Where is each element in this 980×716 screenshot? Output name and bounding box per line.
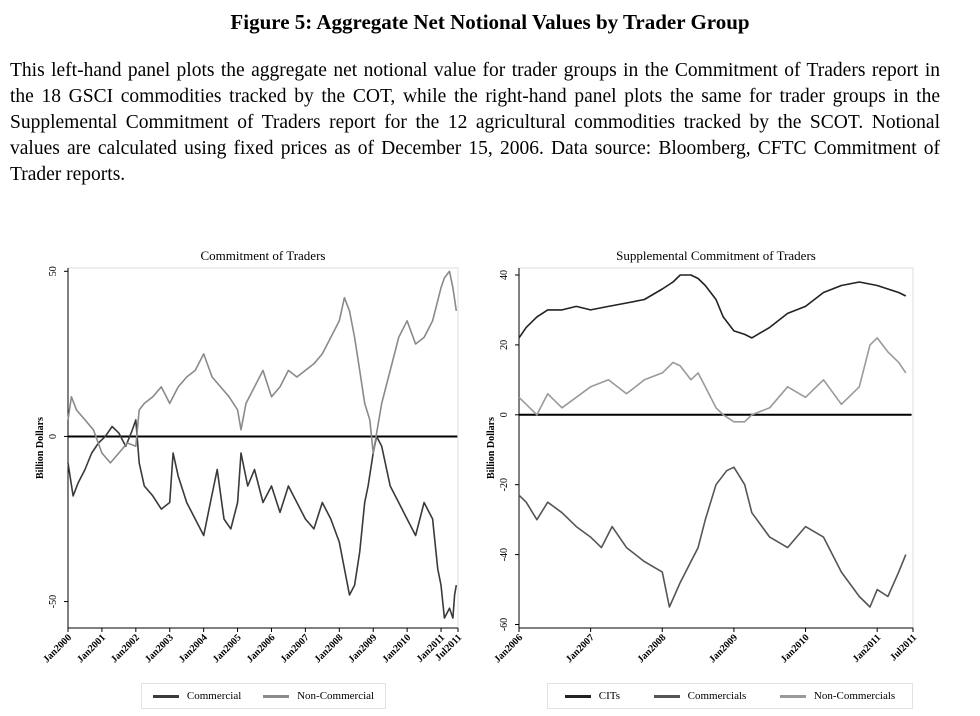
right-plot-frame — [518, 267, 914, 629]
left-x-tick-label: Jan2008 — [313, 632, 346, 665]
legend-label-non-commercial: Non-Commercial — [297, 690, 375, 702]
left-x-tick-label: Jan2002 — [109, 632, 142, 665]
right-y-tick-label: 0 — [499, 412, 510, 417]
right-y-axis-label: Billion Dollars — [486, 417, 497, 479]
left-x-tick-label: Jan2006 — [245, 632, 278, 665]
right-y-tick-label: 20 — [499, 340, 510, 350]
legend-item-non-commercials: Non-Commercials — [779, 690, 896, 702]
right-x-tick-label: Jul2011 — [888, 632, 919, 663]
left-y-tick-label: 0 — [48, 434, 59, 439]
legend-label-cits: CITs — [598, 690, 621, 702]
left-y-tick-label: 50 — [48, 266, 59, 276]
left-x-tick-label: Jan2004 — [177, 632, 210, 665]
legend-swatch-commercials — [653, 694, 680, 698]
left-x-tick-label: Jan2009 — [346, 632, 379, 665]
left-y-axis-label: Billion Dollars — [35, 417, 46, 479]
right-y-tick-label: -60 — [499, 618, 510, 631]
left-x-tick-label: Jan2000 — [41, 632, 74, 665]
right-legend: CITs Commercials Non-Commercials — [547, 683, 913, 709]
legend-swatch-commercial — [152, 694, 179, 698]
right-x-tick-label: Jan2007 — [564, 632, 597, 665]
legend-label-non-commercials: Non-Commercials — [813, 690, 896, 702]
left-x-tick-label: Jan2010 — [380, 632, 413, 665]
right-panel-title: Supplemental Commitment of Traders — [616, 248, 816, 263]
left-plot-frame — [67, 267, 459, 629]
left-legend: Commercial Non-Commercial — [141, 683, 386, 709]
figure-title: Figure 5: Aggregate Net Notional Values … — [230, 10, 750, 34]
right-x-tick-label: Jan2008 — [635, 632, 668, 665]
right-x-tick-label: Jan2010 — [779, 632, 812, 665]
right-y-tick-label: -40 — [499, 548, 510, 561]
right-y-tick-label: -20 — [499, 478, 510, 491]
legend-item-cits: CITs — [564, 690, 621, 702]
left-y-tick-label: -50 — [48, 595, 59, 608]
left-x-tick-label: Jan2003 — [143, 632, 176, 665]
legend-item-commercial: Commercial — [152, 690, 242, 702]
right-x-tick-label: Jan2011 — [851, 632, 884, 665]
right-x-tick-label: Jan2009 — [707, 632, 740, 665]
left-x-tick-label: Jan2005 — [211, 632, 244, 665]
left-x-tick-label: Jan2001 — [75, 632, 108, 665]
left-series-commercial — [67, 419, 458, 619]
legend-swatch-non-commercial — [263, 694, 290, 698]
legend-label-commercial: Commercial — [186, 690, 242, 702]
left-panel-title: Commitment of Traders — [200, 248, 326, 263]
right-series-non-commercials — [518, 337, 907, 423]
right-x-tick-label: Jan2006 — [492, 632, 525, 665]
left-x-tick-label: Jan2007 — [279, 632, 312, 665]
legend-label-commercials: Commercials — [687, 690, 747, 702]
legend-swatch-cits — [564, 694, 591, 698]
legend-item-non-commercial: Non-Commercial — [263, 690, 374, 702]
right-series-commercials — [518, 466, 907, 608]
figure-caption: This left-hand panel plots the aggregate… — [10, 60, 940, 185]
legend-item-commercials: Commercials — [653, 690, 747, 702]
right-y-tick-label: 40 — [499, 270, 510, 280]
left-series-non-commercial — [67, 270, 458, 464]
legend-swatch-non-commercials — [779, 694, 806, 698]
right-series-cits — [518, 274, 907, 339]
